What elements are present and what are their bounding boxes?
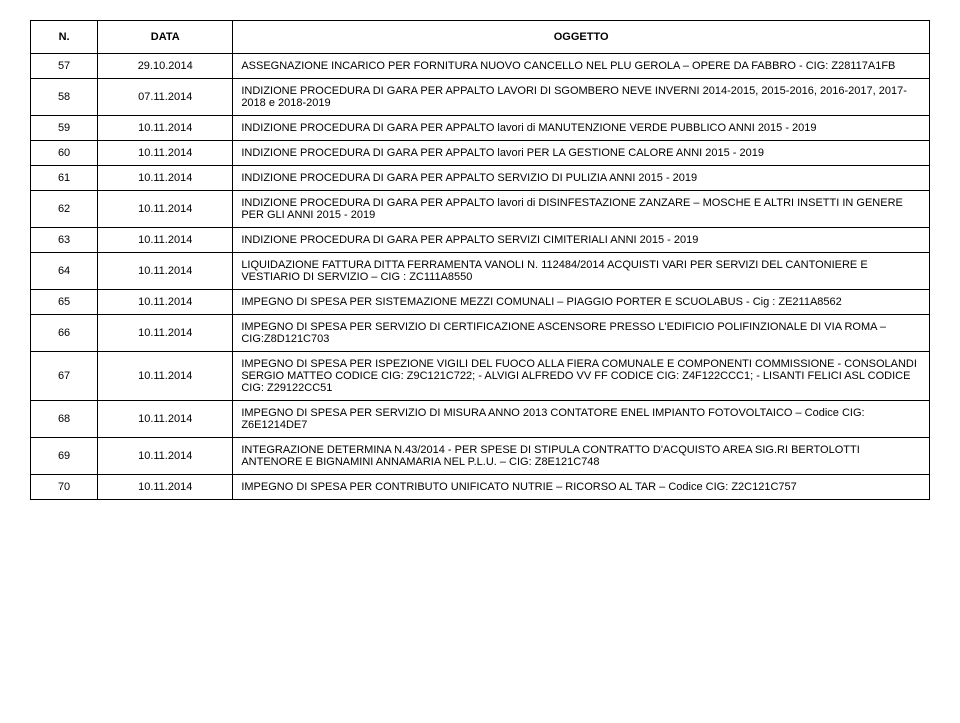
- cell-n: 61: [31, 166, 98, 191]
- cell-oggetto: IMPEGNO DI SPESA PER SERVIZIO DI CERTIFI…: [233, 315, 930, 352]
- table-row: 5807.11.2014INDIZIONE PROCEDURA DI GARA …: [31, 79, 930, 116]
- cell-n: 67: [31, 352, 98, 401]
- determinations-table: N. DATA OGGETTO 5729.10.2014ASSEGNAZIONE…: [30, 20, 930, 500]
- cell-data: 29.10.2014: [98, 54, 233, 79]
- table-row: 6410.11.2014LIQUIDAZIONE FATTURA DITTA F…: [31, 253, 930, 290]
- cell-data: 10.11.2014: [98, 228, 233, 253]
- cell-oggetto: IMPEGNO DI SPESA PER SERVIZIO DI MISURA …: [233, 401, 930, 438]
- cell-oggetto: IMPEGNO DI SPESA PER CONTRIBUTO UNIFICAT…: [233, 475, 930, 500]
- cell-n: 65: [31, 290, 98, 315]
- cell-oggetto: INDIZIONE PROCEDURA DI GARA PER APPALTO …: [233, 191, 930, 228]
- cell-n: 63: [31, 228, 98, 253]
- cell-n: 70: [31, 475, 98, 500]
- cell-data: 10.11.2014: [98, 438, 233, 475]
- cell-n: 58: [31, 79, 98, 116]
- table-row: 6010.11.2014INDIZIONE PROCEDURA DI GARA …: [31, 141, 930, 166]
- table-row: 6110.11.2014INDIZIONE PROCEDURA DI GARA …: [31, 166, 930, 191]
- header-row: N. DATA OGGETTO: [31, 21, 930, 54]
- cell-data: 10.11.2014: [98, 401, 233, 438]
- table-row: 6810.11.2014IMPEGNO DI SPESA PER SERVIZI…: [31, 401, 930, 438]
- cell-oggetto: INDIZIONE PROCEDURA DI GARA PER APPALTO …: [233, 228, 930, 253]
- cell-n: 62: [31, 191, 98, 228]
- cell-oggetto: INTEGRAZIONE DETERMINA N.43/2014 - PER S…: [233, 438, 930, 475]
- table-row: 5910.11.2014INDIZIONE PROCEDURA DI GARA …: [31, 116, 930, 141]
- cell-data: 10.11.2014: [98, 191, 233, 228]
- cell-oggetto: INDIZIONE PROCEDURA DI GARA PER APPALTO …: [233, 166, 930, 191]
- table-row: 7010.11.2014IMPEGNO DI SPESA PER CONTRIB…: [31, 475, 930, 500]
- cell-data: 10.11.2014: [98, 475, 233, 500]
- cell-oggetto: INDIZIONE PROCEDURA DI GARA PER APPALTO …: [233, 79, 930, 116]
- cell-oggetto: INDIZIONE PROCEDURA DI GARA PER APPALTO …: [233, 116, 930, 141]
- cell-n: 64: [31, 253, 98, 290]
- header-data: DATA: [98, 21, 233, 54]
- cell-n: 69: [31, 438, 98, 475]
- cell-data: 10.11.2014: [98, 315, 233, 352]
- cell-data: 10.11.2014: [98, 116, 233, 141]
- cell-n: 59: [31, 116, 98, 141]
- header-oggetto: OGGETTO: [233, 21, 930, 54]
- cell-n: 68: [31, 401, 98, 438]
- cell-data: 10.11.2014: [98, 290, 233, 315]
- cell-oggetto: INDIZIONE PROCEDURA DI GARA PER APPALTO …: [233, 141, 930, 166]
- header-n: N.: [31, 21, 98, 54]
- cell-oggetto: ASSEGNAZIONE INCARICO PER FORNITURA NUOV…: [233, 54, 930, 79]
- cell-data: 10.11.2014: [98, 141, 233, 166]
- table-row: 6510.11.2014IMPEGNO DI SPESA PER SISTEMA…: [31, 290, 930, 315]
- cell-n: 60: [31, 141, 98, 166]
- table-row: 6710.11.2014IMPEGNO DI SPESA PER ISPEZIO…: [31, 352, 930, 401]
- table-row: 6210.11.2014INDIZIONE PROCEDURA DI GARA …: [31, 191, 930, 228]
- cell-n: 57: [31, 54, 98, 79]
- table-row: 6310.11.2014INDIZIONE PROCEDURA DI GARA …: [31, 228, 930, 253]
- cell-data: 10.11.2014: [98, 166, 233, 191]
- table-header: N. DATA OGGETTO: [31, 21, 930, 54]
- cell-oggetto: IMPEGNO DI SPESA PER ISPEZIONE VIGILI DE…: [233, 352, 930, 401]
- table-row: 6610.11.2014IMPEGNO DI SPESA PER SERVIZI…: [31, 315, 930, 352]
- cell-oggetto: LIQUIDAZIONE FATTURA DITTA FERRAMENTA VA…: [233, 253, 930, 290]
- table-body: 5729.10.2014ASSEGNAZIONE INCARICO PER FO…: [31, 54, 930, 500]
- table-row: 5729.10.2014ASSEGNAZIONE INCARICO PER FO…: [31, 54, 930, 79]
- cell-n: 66: [31, 315, 98, 352]
- cell-data: 07.11.2014: [98, 79, 233, 116]
- cell-oggetto: IMPEGNO DI SPESA PER SISTEMAZIONE MEZZI …: [233, 290, 930, 315]
- cell-data: 10.11.2014: [98, 352, 233, 401]
- cell-data: 10.11.2014: [98, 253, 233, 290]
- table-row: 6910.11.2014INTEGRAZIONE DETERMINA N.43/…: [31, 438, 930, 475]
